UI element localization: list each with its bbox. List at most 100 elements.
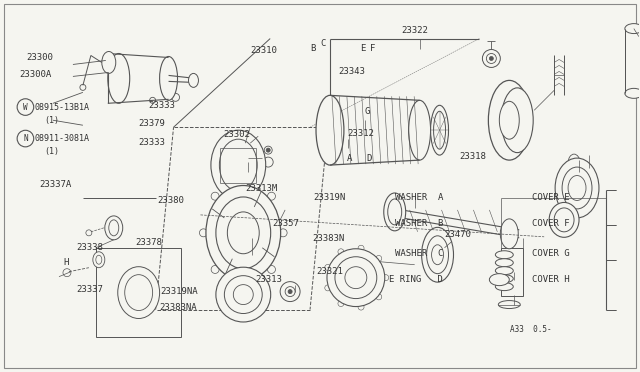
- Ellipse shape: [409, 100, 431, 160]
- Circle shape: [376, 294, 381, 300]
- Ellipse shape: [335, 257, 377, 299]
- Circle shape: [338, 301, 344, 307]
- Circle shape: [567, 199, 575, 206]
- Text: N: N: [23, 134, 28, 143]
- Text: 23310: 23310: [250, 46, 276, 55]
- Ellipse shape: [555, 158, 599, 218]
- Ellipse shape: [96, 255, 102, 264]
- Bar: [625, 29, 640, 93]
- Ellipse shape: [568, 176, 586, 201]
- Circle shape: [486, 54, 497, 64]
- Circle shape: [433, 251, 442, 259]
- Text: 23337: 23337: [76, 285, 103, 294]
- Circle shape: [350, 272, 362, 283]
- Ellipse shape: [227, 212, 259, 254]
- Text: 23302: 23302: [223, 129, 250, 139]
- Circle shape: [280, 282, 300, 302]
- Ellipse shape: [433, 111, 445, 149]
- Bar: [96, 248, 180, 337]
- Text: 23321: 23321: [316, 267, 343, 276]
- Circle shape: [338, 249, 344, 255]
- Text: W: W: [23, 103, 28, 112]
- Text: 08915-13B1A: 08915-13B1A: [35, 103, 90, 112]
- Ellipse shape: [500, 219, 518, 249]
- Circle shape: [211, 266, 219, 273]
- Bar: [501, 248, 524, 296]
- Text: 23470: 23470: [444, 230, 471, 240]
- Circle shape: [483, 49, 500, 67]
- Circle shape: [268, 192, 275, 200]
- Text: 23333: 23333: [138, 138, 165, 147]
- Circle shape: [440, 243, 444, 247]
- Circle shape: [239, 312, 247, 321]
- Ellipse shape: [488, 80, 530, 160]
- Text: COVER H: COVER H: [532, 275, 570, 284]
- Circle shape: [261, 291, 269, 299]
- Text: A33  0.5-: A33 0.5-: [510, 325, 552, 334]
- Ellipse shape: [189, 73, 198, 87]
- Text: (1): (1): [45, 116, 60, 125]
- Ellipse shape: [490, 274, 509, 286]
- Circle shape: [63, 269, 71, 277]
- Text: 23300: 23300: [27, 52, 54, 61]
- Circle shape: [220, 150, 230, 160]
- Circle shape: [495, 276, 503, 283]
- Circle shape: [218, 291, 225, 299]
- Text: 23322: 23322: [402, 26, 429, 35]
- Ellipse shape: [501, 88, 533, 153]
- Ellipse shape: [388, 199, 402, 225]
- Ellipse shape: [345, 267, 367, 289]
- Text: WASHER  A: WASHER A: [395, 193, 443, 202]
- Ellipse shape: [422, 227, 454, 282]
- Ellipse shape: [109, 220, 119, 236]
- Circle shape: [129, 283, 148, 302]
- Text: 23300A: 23300A: [19, 70, 51, 79]
- Ellipse shape: [625, 23, 640, 33]
- Text: WASHER  B: WASHER B: [395, 219, 443, 228]
- Circle shape: [501, 112, 517, 128]
- Circle shape: [324, 264, 331, 270]
- Text: (1): (1): [45, 147, 60, 156]
- Circle shape: [211, 192, 219, 200]
- Ellipse shape: [427, 236, 449, 274]
- Circle shape: [358, 245, 364, 251]
- Text: 23380: 23380: [157, 196, 184, 205]
- Circle shape: [263, 157, 273, 167]
- Text: 23383NA: 23383NA: [159, 303, 197, 312]
- Text: 23319N: 23319N: [314, 193, 346, 202]
- Text: 23383N: 23383N: [312, 234, 344, 244]
- Circle shape: [440, 262, 444, 266]
- Text: 23343: 23343: [338, 67, 365, 76]
- Text: COVER E: COVER E: [532, 193, 570, 202]
- Text: F: F: [370, 44, 375, 52]
- Text: 23312: 23312: [348, 128, 374, 138]
- Text: H: H: [64, 258, 69, 267]
- Text: COVER G: COVER G: [532, 249, 570, 258]
- Ellipse shape: [216, 197, 271, 269]
- Text: 08911-3081A: 08911-3081A: [35, 134, 90, 143]
- Circle shape: [558, 214, 570, 226]
- Ellipse shape: [93, 252, 105, 268]
- Ellipse shape: [159, 57, 177, 100]
- Circle shape: [150, 97, 156, 103]
- Text: 23318: 23318: [459, 152, 486, 161]
- Text: E RING   D: E RING D: [389, 275, 443, 284]
- Circle shape: [567, 169, 575, 177]
- Circle shape: [288, 290, 292, 294]
- Text: 23337A: 23337A: [40, 180, 72, 189]
- Text: 23333: 23333: [148, 101, 175, 110]
- Ellipse shape: [562, 167, 592, 209]
- Ellipse shape: [384, 193, 406, 231]
- Ellipse shape: [554, 208, 574, 232]
- Ellipse shape: [431, 245, 444, 265]
- Circle shape: [172, 93, 180, 101]
- Text: 23338: 23338: [76, 243, 103, 252]
- Text: 23319NA: 23319NA: [161, 287, 198, 296]
- Text: B: B: [310, 44, 316, 52]
- Ellipse shape: [431, 105, 449, 155]
- Circle shape: [234, 161, 243, 169]
- Circle shape: [237, 289, 249, 301]
- Ellipse shape: [108, 54, 130, 103]
- Text: A: A: [347, 154, 352, 163]
- Text: COVER F: COVER F: [532, 219, 570, 228]
